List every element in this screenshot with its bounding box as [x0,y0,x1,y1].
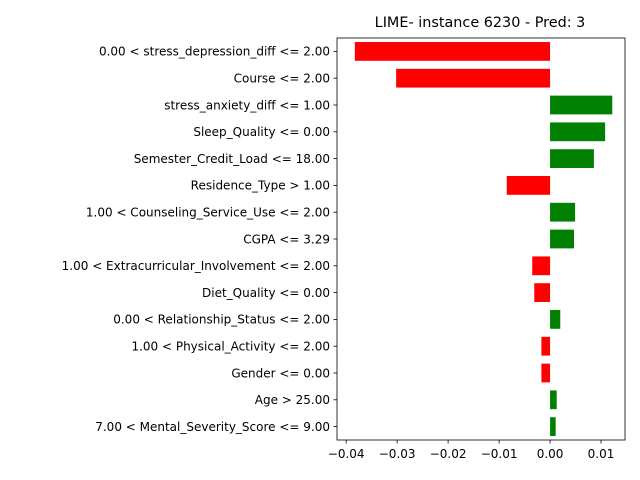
y-tick-label-8: 1.00 < Extracurricular_Involvement <= 2.… [62,259,330,273]
x-tick-label-4: 0.00 [537,447,564,461]
bar-11 [541,336,551,356]
y-tick-label-14: 7.00 < Mental_Severity_Score <= 9.00 [95,420,330,434]
x-tick-label-0: −0.04 [328,447,365,461]
bar-13 [550,390,557,410]
y-tick-label-7: CGPA <= 3.29 [243,232,330,246]
y-tick-label-11: 1.00 < Physical_Activity <= 2.00 [131,340,330,354]
bar-7 [550,229,575,249]
plot-frame [336,37,626,441]
bar-9 [534,283,551,302]
x-tick-label-1: −0.03 [379,447,416,461]
y-tick-label-1: Course <= 2.00 [234,72,330,86]
y-tick-label-9: Diet_Quality <= 0.00 [202,286,330,300]
bar-3 [550,122,606,142]
bar-12 [541,363,551,383]
y-tick-label-13: Age > 25.00 [255,393,330,407]
y-tick-label-5: Residence_Type > 1.00 [191,179,330,193]
y-tick-label-4: Semester_Credit_Load <= 18.00 [134,152,330,166]
x-tick-label-3: −0.01 [481,447,518,461]
bar-4 [550,149,594,168]
bar-2 [550,95,613,115]
bar-14 [550,417,556,436]
y-tick-label-12: Gender <= 0.00 [231,366,330,380]
chart-title: LIME- instance 6230 - Pred: 3 [375,15,586,31]
bar-10 [550,310,561,329]
bars-layer [354,42,613,436]
x-tick-label-2: −0.02 [430,447,467,461]
bar-0 [354,42,551,61]
y-tick-label-0: 0.00 < stress_depression_diff <= 2.00 [99,45,330,59]
bar-8 [532,256,551,276]
bar-1 [396,68,551,88]
bar-5 [506,176,551,195]
y-tick-label-3: Sleep_Quality <= 0.00 [193,125,330,139]
y-tick-label-6: 1.00 < Counseling_Service_Use <= 2.00 [86,206,330,220]
bar-6 [550,202,576,222]
y-tick-label-2: stress_anxiety_diff <= 1.00 [164,98,330,112]
axes-layer: 0.00 < stress_depression_diff <= 2.00 Cou… [62,37,626,461]
x-tick-label-5: 0.01 [588,447,615,461]
y-tick-label-10: 0.00 < Relationship_Status <= 2.00 [113,313,330,327]
